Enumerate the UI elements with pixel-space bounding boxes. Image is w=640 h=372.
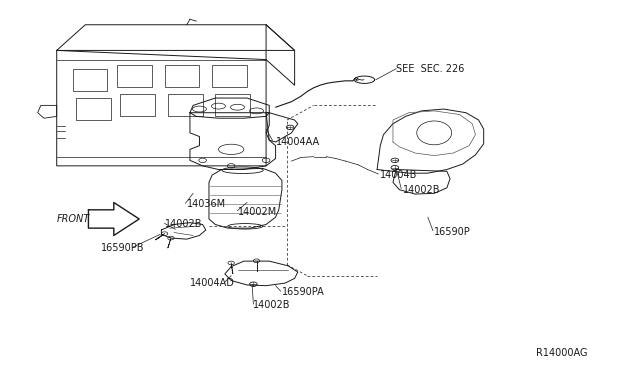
Text: 14004B: 14004B [380, 170, 418, 180]
Text: 14002B: 14002B [164, 219, 202, 230]
Text: 14004AA: 14004AA [276, 137, 320, 147]
Text: 14002M: 14002M [237, 207, 276, 217]
Text: 14002B: 14002B [403, 185, 440, 195]
Text: FRONT: FRONT [57, 214, 90, 224]
Text: 14004AD: 14004AD [190, 278, 235, 288]
Text: 16590P: 16590P [434, 227, 471, 237]
Text: R14000AG: R14000AG [536, 348, 588, 358]
Text: 16590PB: 16590PB [101, 243, 145, 253]
Bar [120, 94, 155, 116]
Bar [117, 65, 152, 87]
Text: 14002B: 14002B [253, 300, 291, 310]
Bar [212, 65, 247, 87]
Bar [76, 98, 111, 120]
Bar [72, 69, 108, 91]
Text: 16590PA: 16590PA [282, 287, 324, 297]
Bar [168, 94, 203, 116]
Bar [215, 94, 250, 116]
Bar [164, 65, 200, 87]
Text: 14036M: 14036M [187, 199, 226, 209]
Text: SEE  SEC. 226: SEE SEC. 226 [396, 64, 465, 74]
